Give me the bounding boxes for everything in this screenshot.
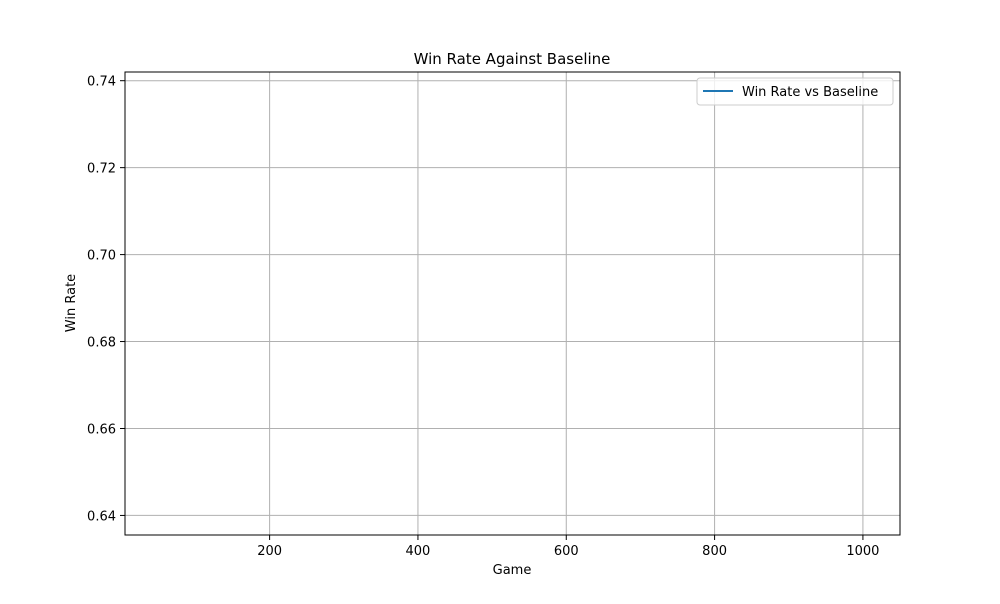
x-tick-label: 600 bbox=[554, 544, 579, 559]
legend: Win Rate vs Baseline bbox=[696, 77, 894, 106]
y-axis-label: Win Rate bbox=[64, 274, 79, 332]
legend-label-win-rate-vs-baseline: Win Rate vs Baseline bbox=[742, 85, 878, 100]
y-tick-label: 0.72 bbox=[87, 162, 116, 177]
y-tick-label: 0.70 bbox=[87, 249, 116, 264]
grid-lines bbox=[125, 72, 900, 535]
plot-frame bbox=[124, 71, 901, 536]
y-axis-ticks: 0.64 0.66 0.68 0.70 0.72 0.74 bbox=[87, 75, 125, 524]
x-tick-label: 1000 bbox=[846, 544, 879, 559]
x-axis-label: Game bbox=[493, 563, 532, 578]
x-tick-label: 800 bbox=[702, 544, 727, 559]
y-tick-label: 0.64 bbox=[87, 509, 116, 524]
chart-title: Win Rate Against Baseline bbox=[414, 50, 611, 68]
y-tick-label: 0.66 bbox=[87, 422, 116, 437]
legend-box bbox=[696, 77, 894, 106]
x-axis-ticks: 200 400 600 800 1000 bbox=[257, 535, 879, 559]
y-tick-label: 0.74 bbox=[87, 75, 116, 90]
x-tick-label: 200 bbox=[257, 544, 282, 559]
y-tick-label: 0.68 bbox=[87, 336, 116, 351]
plot-area bbox=[125, 72, 900, 535]
x-tick-label: 400 bbox=[406, 544, 431, 559]
